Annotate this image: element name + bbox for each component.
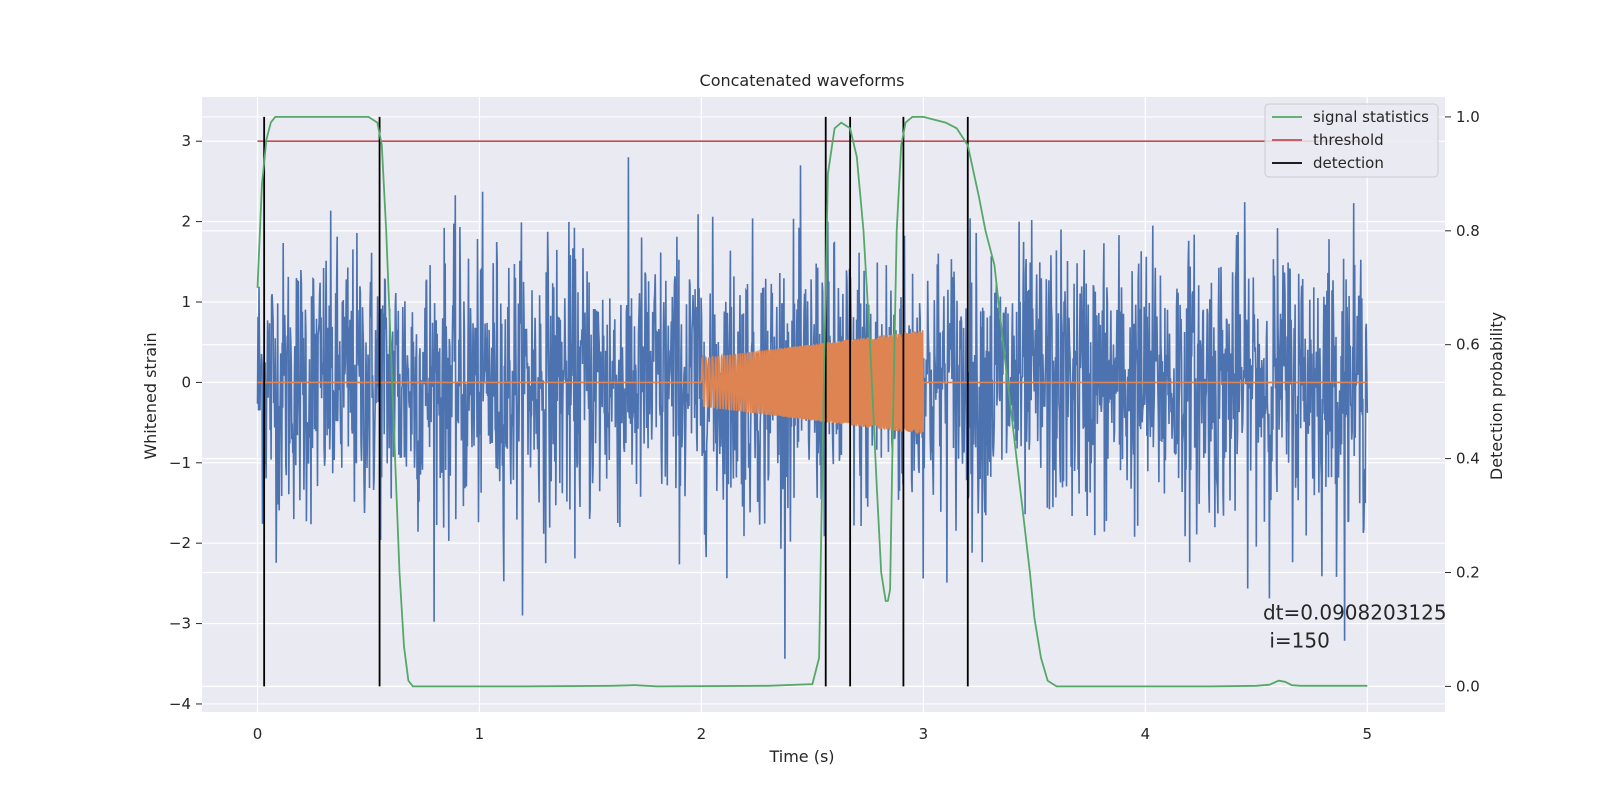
right-y-tick-label: 0.0 — [1456, 677, 1480, 695]
right-y-tick-label: 0.8 — [1456, 222, 1480, 240]
legend-label-signal-statistics: signal statistics — [1313, 108, 1429, 126]
right-y-axis-ticks: 0.0 0.2 0.4 0.6 0.8 1.0 — [1445, 108, 1480, 695]
injected-waveform-series — [257, 330, 1368, 435]
x-tick-label: 4 — [1141, 725, 1151, 743]
y-tick-label: 1 — [181, 293, 191, 311]
annotation-dt: dt=0.0908203125 — [1263, 601, 1447, 625]
x-tick-label: 2 — [697, 725, 707, 743]
annotation-index: i=150 — [1263, 629, 1330, 653]
x-tick-label: 1 — [475, 725, 485, 743]
legend-label-detection: detection — [1313, 154, 1384, 172]
legend-label-threshold: threshold — [1313, 131, 1384, 149]
x-axis-ticks: 0 1 2 3 4 5 — [253, 725, 1372, 743]
signal-statistics-line — [256, 116, 1368, 688]
right-y-tick-label: 0.2 — [1456, 563, 1480, 581]
detection-series — [263, 116, 969, 687]
y-tick-label: 0 — [181, 373, 191, 391]
chart-title: Concatenated waveforms — [700, 71, 905, 90]
right-y-tick-label: 0.4 — [1456, 450, 1480, 468]
right-y-tick-label: 1.0 — [1456, 108, 1480, 126]
right-y-tick-label: 0.6 — [1456, 336, 1480, 354]
legend-box — [1264, 103, 1439, 178]
x-tick-label: 3 — [919, 725, 929, 743]
legend: signal statistics threshold detection — [1264, 103, 1439, 178]
injected-waveform-line — [257, 330, 1368, 435]
x-axis-label: Time (s) — [768, 747, 834, 766]
x-tick-label: 5 — [1363, 725, 1373, 743]
y-tick-label: −4 — [169, 695, 191, 713]
y-tick-label: −2 — [169, 534, 191, 552]
y-tick-label: −1 — [169, 454, 191, 472]
y-axis-ticks: −4 −3 −2 −1 0 1 2 3 — [169, 132, 202, 713]
y-tick-label: −3 — [169, 615, 191, 633]
x-tick-label: 0 — [253, 725, 263, 743]
signal-statistics-series — [256, 116, 1368, 688]
right-y-axis-label: Detection probability — [1487, 312, 1506, 480]
y-tick-label: 2 — [181, 213, 191, 231]
y-axis-label: Whitened strain — [141, 332, 160, 459]
y-tick-label: 3 — [181, 132, 191, 150]
